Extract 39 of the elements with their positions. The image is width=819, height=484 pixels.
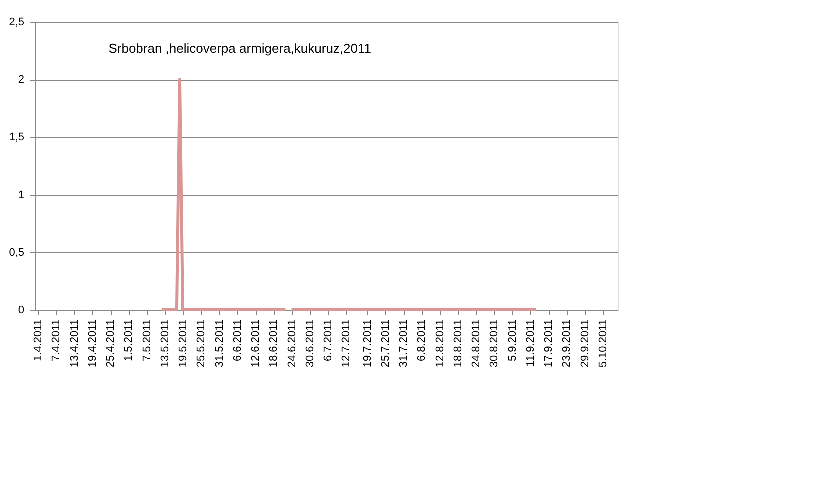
x-tick-label: 11.9.2011 bbox=[524, 320, 537, 367]
y-tick-label: 2,5 bbox=[9, 16, 24, 28]
x-tick-label: 23.9.2011 bbox=[561, 320, 574, 368]
x-tick-label: 31.7.2011 bbox=[398, 320, 410, 368]
x-tick-label: 13.5.2011 bbox=[159, 320, 172, 368]
x-tick-label: 25.4.2011 bbox=[105, 320, 118, 368]
x-tick-label: 12.7.2011 bbox=[340, 320, 353, 368]
x-tick-label: 18.8.2011 bbox=[452, 320, 464, 368]
y-tick-label: 0 bbox=[18, 304, 24, 316]
y-tick-label: 0,5 bbox=[9, 246, 24, 259]
x-tick-label: 19.7.2011 bbox=[362, 320, 374, 368]
x-tick-label: 1.4.2011 bbox=[32, 320, 45, 362]
text: Srbobran ,helicoverpa armigera,kukuruz,2011 bbox=[108, 41, 372, 56]
x-tick-label: 1.5.2011 bbox=[123, 320, 136, 362]
x-tick-label: 31.5.2011 bbox=[214, 320, 226, 368]
x-tick-label: 19.5.2011 bbox=[178, 320, 190, 368]
x-tick-label: 5.9.2011 bbox=[506, 320, 519, 362]
x-tick-label: 6.8.2011 bbox=[416, 320, 428, 362]
x-tick-label: 7.5.2011 bbox=[141, 320, 154, 362]
x-tick-label: 6.7.2011 bbox=[322, 320, 335, 362]
x-tick-label: 17.9.2011 bbox=[543, 320, 556, 368]
x-tick-label: 19.4.2011 bbox=[86, 320, 99, 368]
x-tick-label: 24.6.2011 bbox=[286, 320, 298, 368]
x-tick-label: 25.7.2011 bbox=[380, 320, 392, 368]
x-tick-label: 25.5.2011 bbox=[196, 320, 208, 368]
x-tick-label: 12.8.2011 bbox=[434, 320, 446, 368]
x-tick-label: 18.6.2011 bbox=[268, 320, 280, 368]
y-tick-label: 1,5 bbox=[9, 132, 24, 144]
x-tick-label: 13.4.2011 bbox=[68, 320, 81, 368]
x-tick-label: 30.8.2011 bbox=[488, 320, 501, 368]
y-tick-label: 2 bbox=[18, 74, 24, 86]
x-tick-label: 12.6.2011 bbox=[250, 320, 262, 368]
x-tick-label: 7.4.2011 bbox=[50, 320, 63, 362]
x-tick-label: 30.6.2011 bbox=[304, 320, 316, 368]
x-tick-label: 6.6.2011 bbox=[232, 320, 244, 362]
x-tick-label: 5.10.2011 bbox=[597, 320, 610, 368]
x-tick-label: 29.9.2011 bbox=[579, 320, 592, 368]
x-tick-label: 24.8.2011 bbox=[470, 320, 483, 368]
y-tick-label: 1 bbox=[18, 189, 24, 202]
